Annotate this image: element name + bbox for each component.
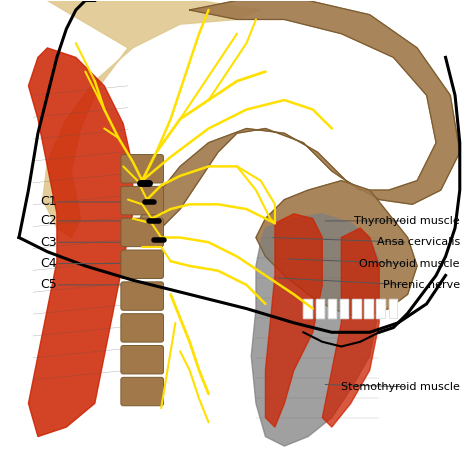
Polygon shape: [133, 0, 460, 238]
Text: Ansa cervicalis: Ansa cervicalis: [376, 237, 460, 247]
Text: C5: C5: [40, 278, 57, 291]
Text: Omohyoid muscle: Omohyoid muscle: [359, 258, 460, 268]
FancyBboxPatch shape: [121, 154, 164, 183]
Polygon shape: [352, 299, 361, 318]
FancyBboxPatch shape: [121, 314, 164, 342]
FancyBboxPatch shape: [121, 218, 164, 247]
FancyBboxPatch shape: [121, 377, 164, 406]
Polygon shape: [256, 180, 417, 318]
Polygon shape: [328, 299, 336, 318]
Polygon shape: [265, 214, 322, 427]
Polygon shape: [322, 228, 379, 427]
FancyBboxPatch shape: [121, 186, 164, 215]
Polygon shape: [251, 214, 379, 446]
Text: C2: C2: [40, 214, 57, 228]
Text: Thyrohyoid muscle: Thyrohyoid muscle: [354, 216, 460, 226]
Text: C3: C3: [40, 236, 57, 249]
Polygon shape: [376, 299, 385, 318]
Polygon shape: [43, 0, 261, 238]
FancyBboxPatch shape: [121, 250, 164, 278]
Polygon shape: [365, 299, 373, 318]
Polygon shape: [316, 299, 324, 318]
Text: Phrenic nerve: Phrenic nerve: [383, 280, 460, 290]
Polygon shape: [389, 299, 397, 318]
FancyBboxPatch shape: [121, 282, 164, 310]
Text: Stemothyroid muscle: Stemothyroid muscle: [341, 382, 460, 392]
FancyBboxPatch shape: [121, 345, 164, 374]
Text: C4: C4: [40, 257, 57, 270]
Polygon shape: [340, 299, 348, 318]
Polygon shape: [303, 299, 312, 318]
Polygon shape: [28, 48, 133, 437]
Text: C1: C1: [40, 195, 57, 209]
